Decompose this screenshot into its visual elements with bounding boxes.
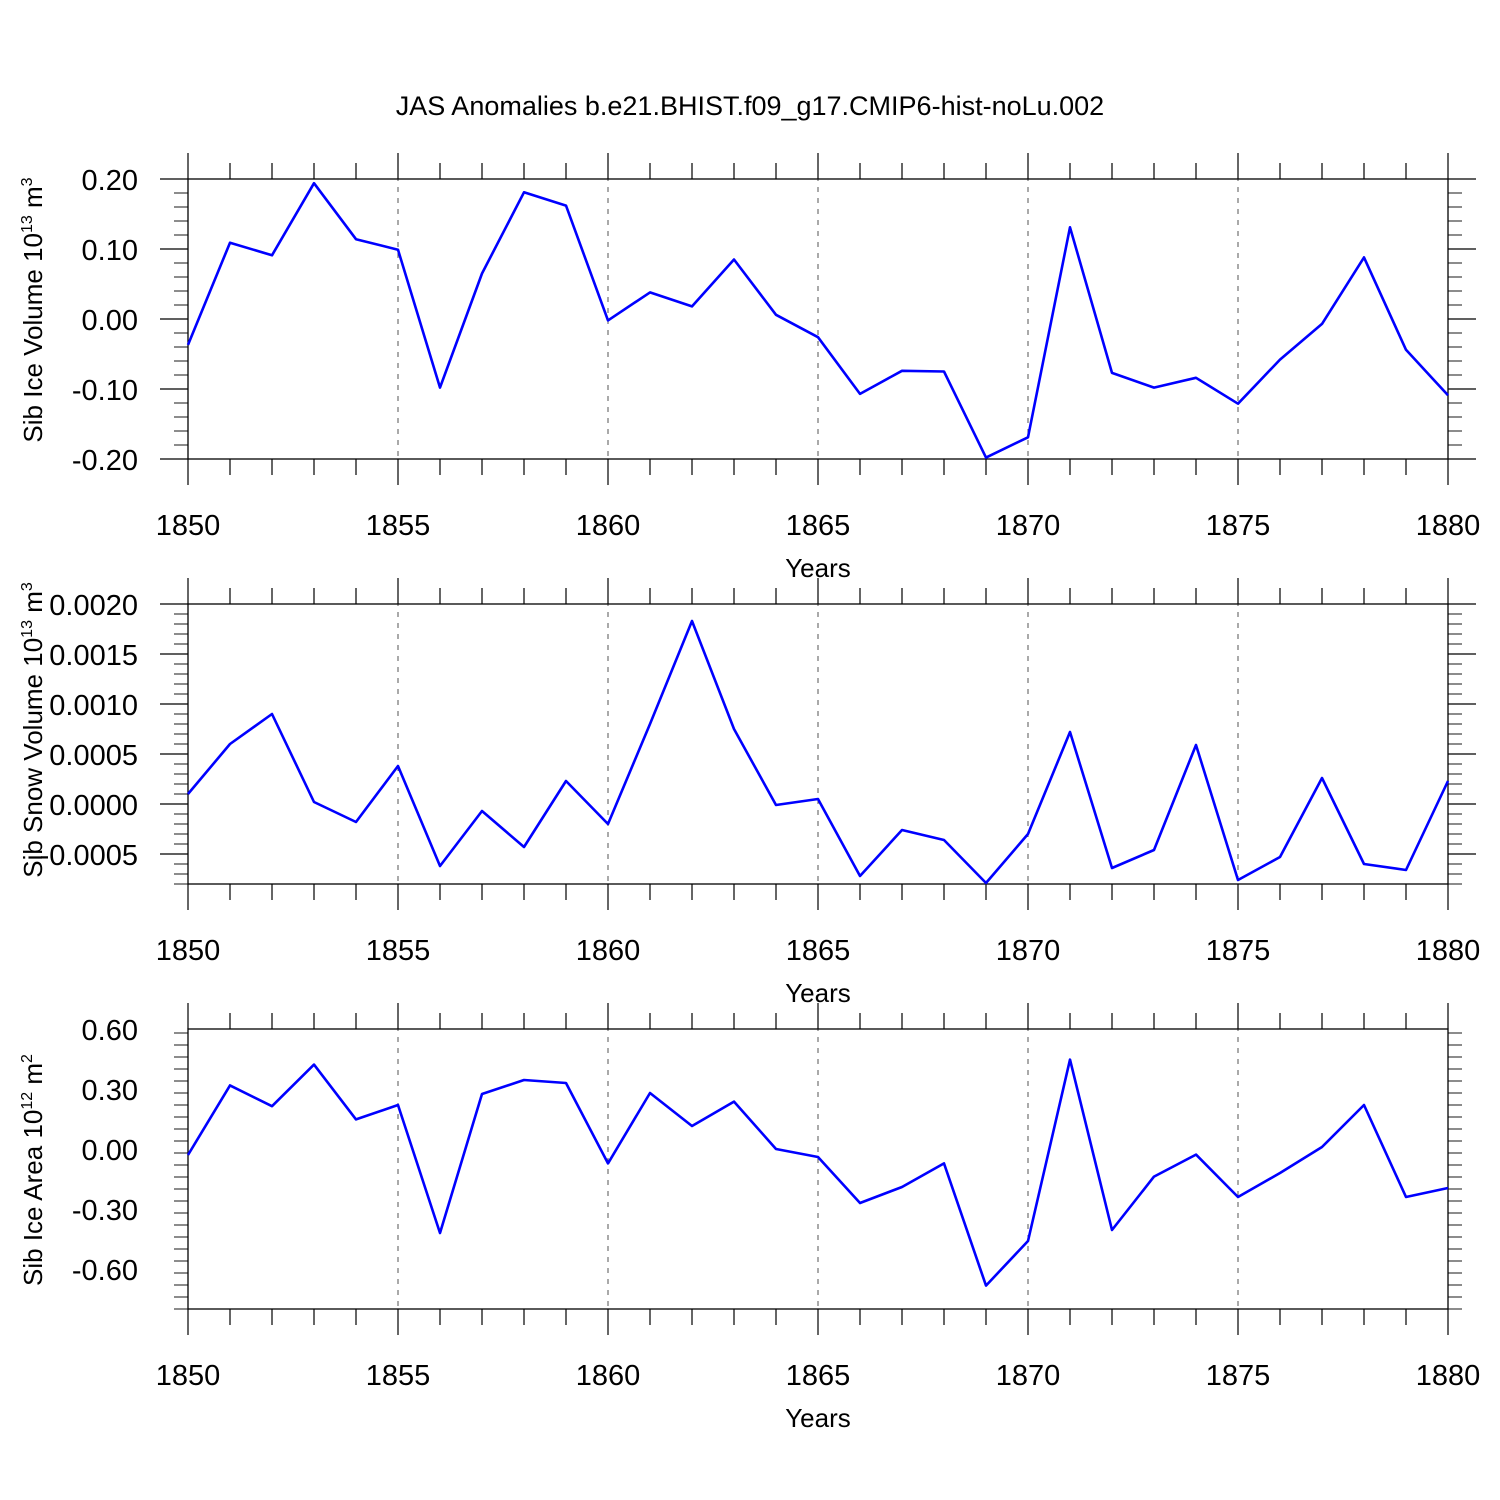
y-tick-label: -0.60 (72, 1255, 138, 1287)
panel-sib-snow-volume: 1850 1855 1860 1865 1870 1875 1880Years0.00200… (18, 578, 1480, 1008)
x-tick-label: 1870 (996, 510, 1061, 542)
x-tick-label: 1880 (1416, 1360, 1481, 1392)
y-tick-label: 0.0020 (49, 590, 138, 622)
x-tick-label: 1860 (576, 935, 641, 967)
y-axis-label: Sib Ice Volume 1013 m3 (18, 177, 48, 442)
y-axis-label: Sib Ice Area 1012 m2 (18, 1054, 48, 1286)
x-tick-label: 1855 (366, 510, 431, 542)
x-tick-label: 1855 (366, 1360, 431, 1392)
y-tick-label: 0.10 (82, 235, 138, 267)
y-axis-label: Sib Snow Volume 1013 m3 (18, 582, 48, 878)
x-tick-label: 1880 (1416, 935, 1481, 967)
series-line (187, 619, 1450, 885)
x-tick-label: 1850 (156, 935, 221, 967)
x-tick-label: 1880 (1416, 510, 1481, 542)
x-axis-label: Years (785, 1403, 851, 1433)
y-tick-label: -0.0005 (40, 840, 138, 872)
y-tick-label: 0.60 (82, 1015, 138, 1047)
series-line (186, 1058, 1449, 1287)
x-tick-label: 1865 (786, 510, 851, 542)
x-tick-label: 1850 (156, 1360, 221, 1392)
series-line (186, 181, 1449, 459)
x-tick-label: 1860 (576, 510, 641, 542)
y-tick-label: -0.20 (72, 445, 138, 477)
x-tick-label: 1870 (996, 935, 1061, 967)
panel-sib-ice-volume: 1850 1855 1860 1865 1870 1875 1880Years0.200.1… (18, 153, 1480, 583)
x-tick-label: 1875 (1206, 935, 1271, 967)
x-tick-label: 1870 (996, 1360, 1061, 1392)
y-tick-label: 0.00 (82, 1135, 138, 1167)
y-tick-label: 0.30 (82, 1075, 138, 1107)
x-tick-label: 1855 (366, 935, 431, 967)
y-tick-label: 0.20 (82, 165, 138, 197)
x-tick-label: 1875 (1206, 510, 1271, 542)
y-tick-label: 0.0005 (49, 740, 138, 772)
y-tick-label: -0.10 (72, 375, 138, 407)
x-tick-label: 1860 (576, 1360, 641, 1392)
x-tick-label: 1865 (786, 1360, 851, 1392)
y-tick-label: -0.30 (72, 1195, 138, 1227)
panel-sib-ice-area: 1850 1855 1860 1865 1870 1875 1880 Years 0.60 0.3… (18, 1003, 1480, 1433)
y-tick-label: 0.0010 (49, 690, 138, 722)
y-tick-label: 0.0015 (49, 640, 138, 672)
x-tick-label: 1865 (786, 935, 851, 967)
x-tick-label: 1875 (1206, 1360, 1271, 1392)
y-tick-label: 0.00 (82, 305, 138, 337)
figure-title: JAS Anomalies b.e21.BHIST.f09_g17.CMIP6-… (396, 91, 1104, 121)
x-tick-label: 1850 (156, 510, 221, 542)
y-tick-label: 0.0000 (49, 790, 138, 822)
